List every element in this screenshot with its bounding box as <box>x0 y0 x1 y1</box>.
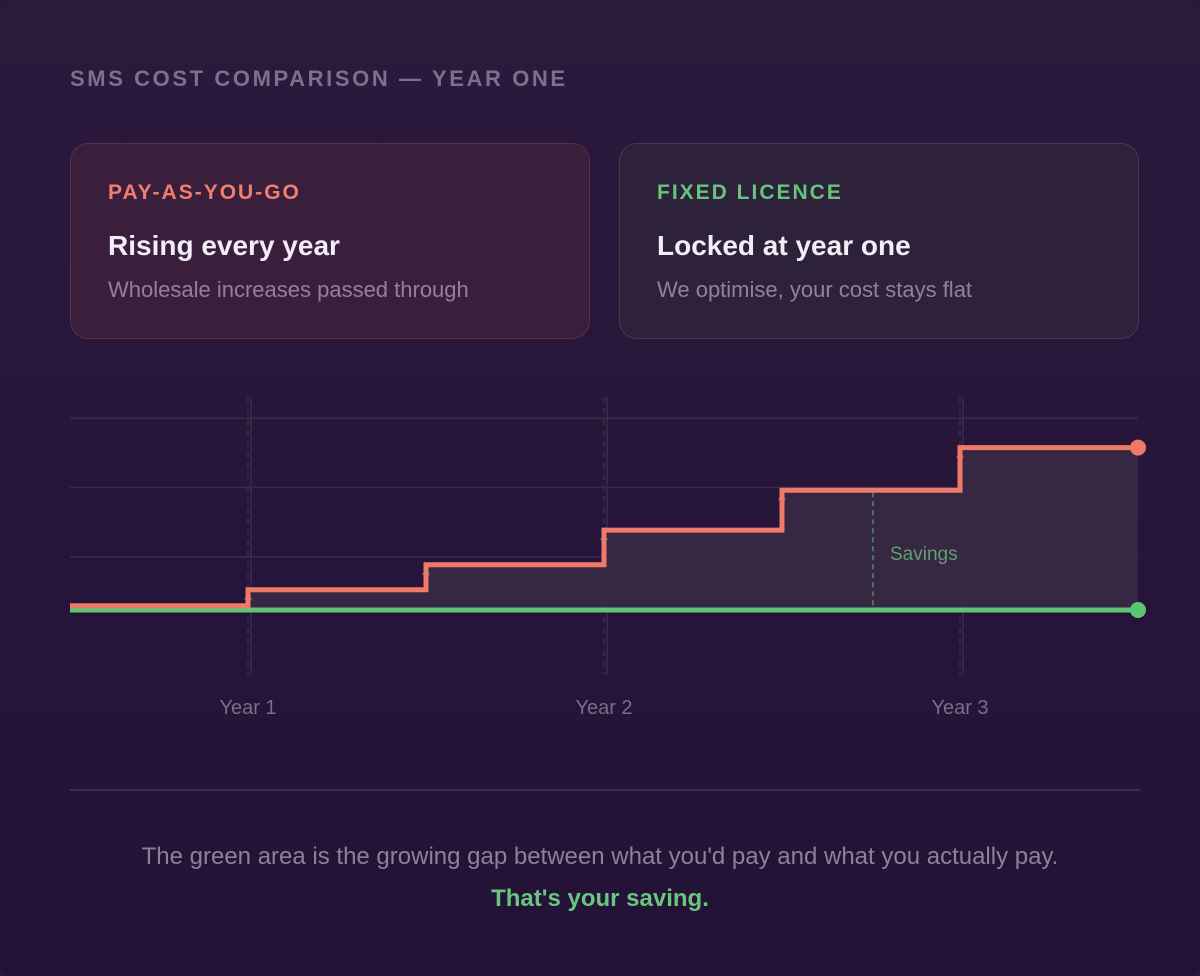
section-heading: SMS COST COMPARISON — YEAR ONE <box>70 66 568 91</box>
cost-step-chart: Savings Year 1 Year 2 Year 3 <box>70 397 1146 719</box>
fixed-tag: FIXED LICENCE <box>657 181 843 204</box>
x-tick-label: Year 1 <box>219 697 276 719</box>
x-tick-label: Year 2 <box>575 697 632 719</box>
fixed-card: FIXED LICENCE Locked at year one We opti… <box>619 143 1139 339</box>
payg-tag: PAY-AS-YOU-GO <box>108 181 301 204</box>
divider <box>70 789 1140 791</box>
saving-callout: That's your saving. <box>491 885 709 912</box>
payg-title: Rising every year <box>108 230 340 261</box>
payg-subtitle: Wholesale increases passed through <box>108 277 469 302</box>
footnote: The green area is the growing gap betwee… <box>141 843 1059 870</box>
fixed-end-dot <box>1130 602 1146 618</box>
savings-label: Savings <box>890 544 958 565</box>
fixed-title: Locked at year one <box>657 230 911 261</box>
payg-end-dot <box>1130 439 1146 456</box>
x-tick-label: Year 3 <box>931 697 988 719</box>
series-line-payg <box>70 445 1138 609</box>
fixed-subtitle: We optimise, your cost stays flat <box>657 277 973 302</box>
payg-card: PAY-AS-YOU-GO Rising every year Wholesal… <box>70 143 590 339</box>
savings-area <box>70 447 1138 610</box>
